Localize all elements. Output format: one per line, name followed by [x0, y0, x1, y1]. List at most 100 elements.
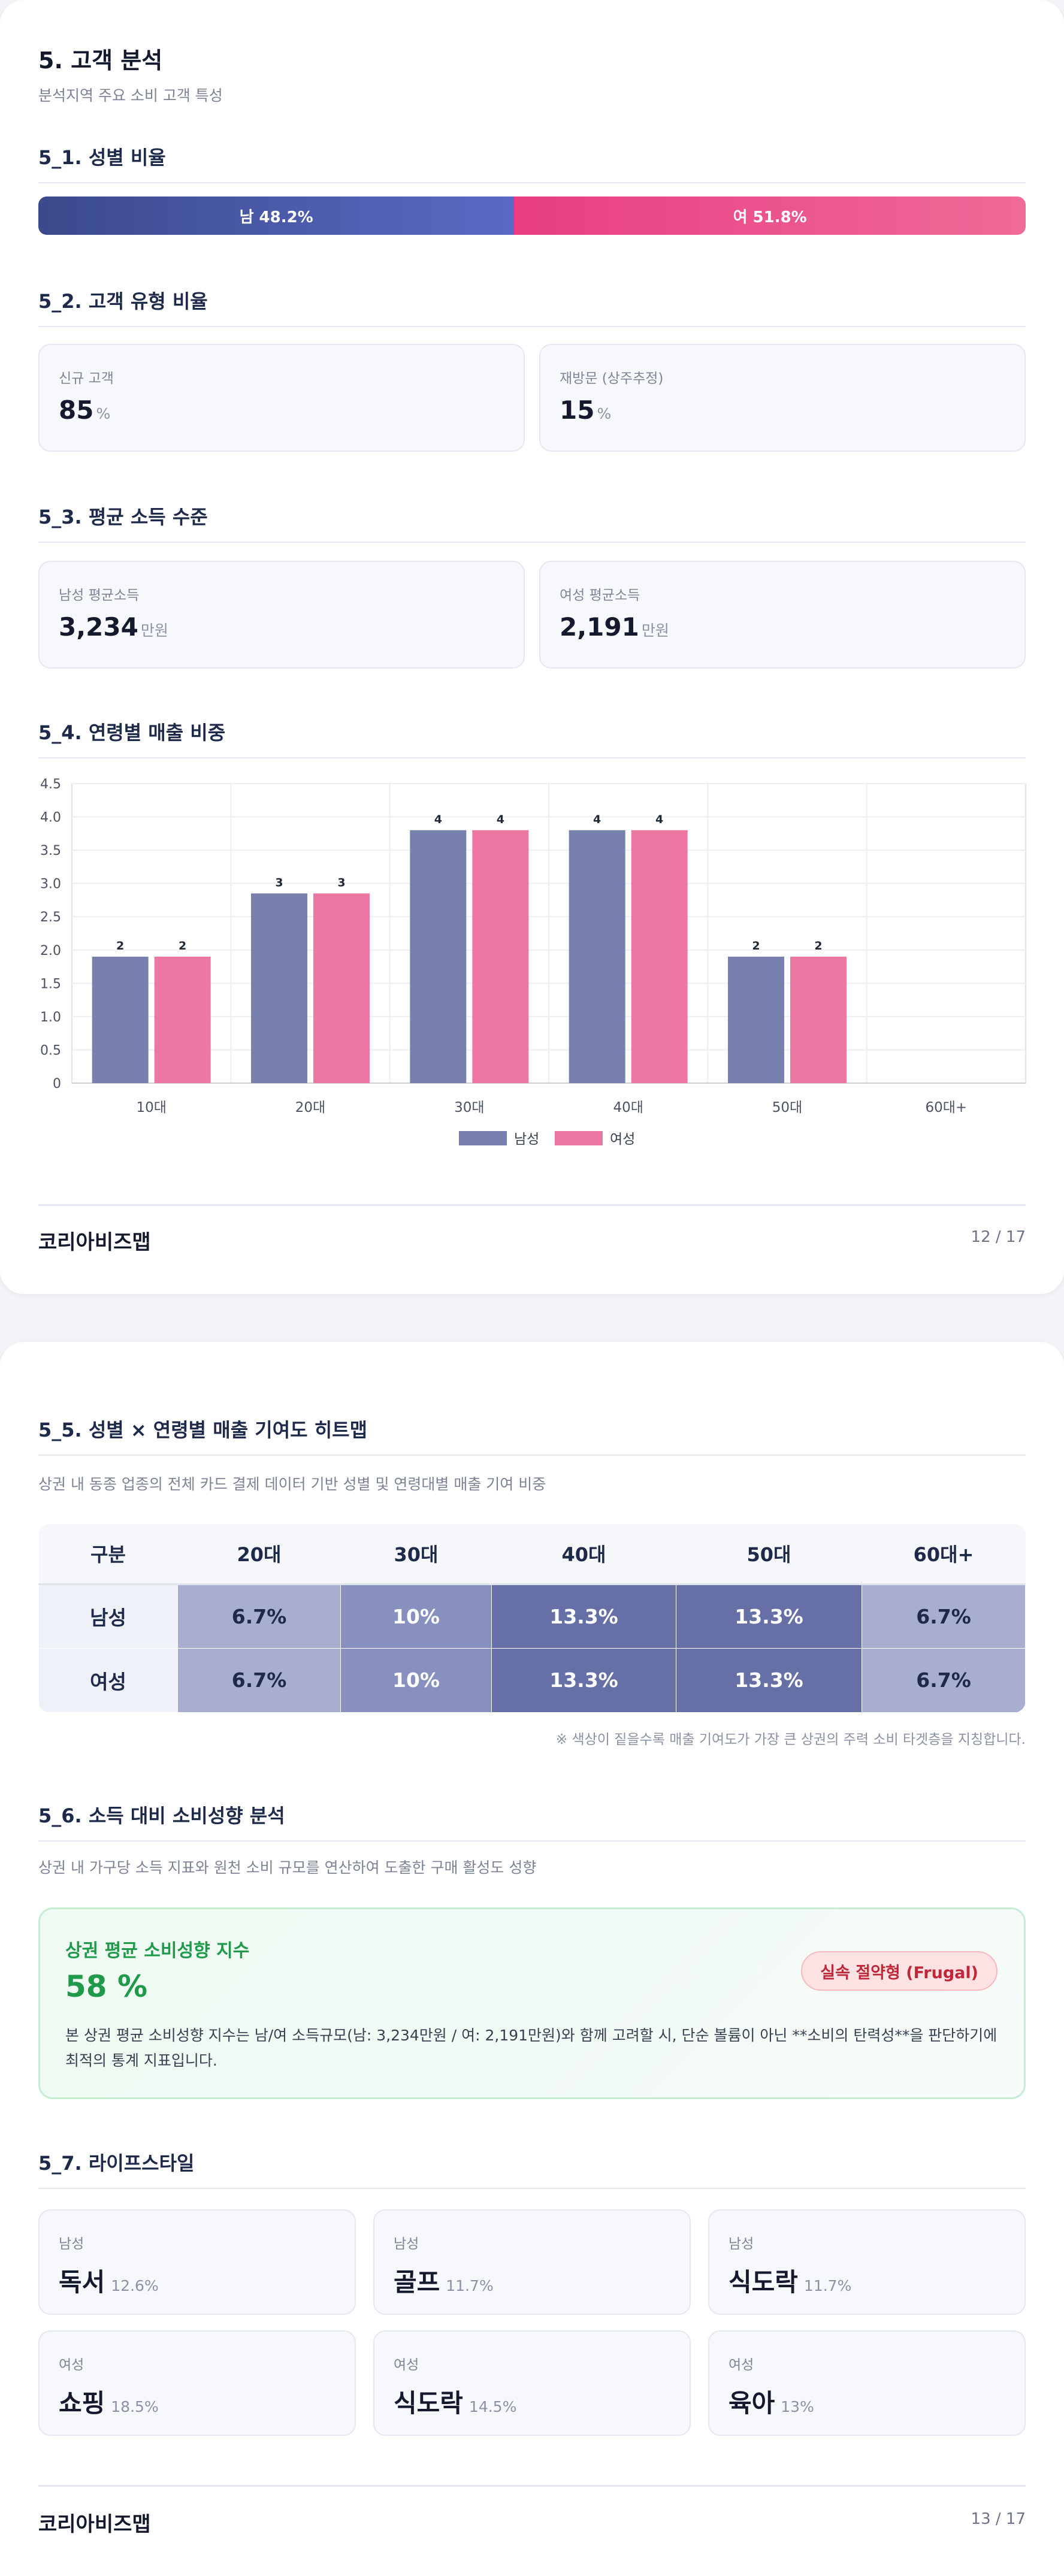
lifestyle-pct: 12.6%	[111, 2277, 159, 2294]
x-tick-label: 60대+	[925, 1100, 967, 1115]
lifestyle-pct: 18.5%	[111, 2398, 159, 2415]
section-heatmap-heading: 5_5. 성별 × 연령별 매출 기여도 히트맵	[38, 1415, 1026, 1456]
heatmap-row-header: 여성	[38, 1647, 178, 1713]
data-label: 3	[337, 876, 345, 889]
consumption-index-value: 58 %	[65, 1969, 148, 2004]
card-value: 2,191 만원	[560, 612, 669, 642]
male-income-card: 남성 평균소득 3,234 만원	[38, 561, 525, 669]
bar-male	[92, 956, 149, 1083]
female-ratio-segment: 여 51.8%	[514, 196, 1026, 235]
y-tick-label: 1.5	[40, 976, 61, 991]
heatmap-cell: 6.7%	[177, 1647, 341, 1713]
section-lifestyle-heading: 5_7. 라이프스타일	[38, 2148, 1026, 2189]
lifestyle-item: 독서 12.6%	[59, 2262, 159, 2299]
heatmap-col-header: 20대	[177, 1524, 341, 1585]
card-value: 85%	[59, 395, 111, 425]
bar-female	[472, 830, 529, 1083]
heatmap-cell: 13.3%	[491, 1583, 676, 1649]
section-customer-type-heading: 5_2. 고객 유형 비율	[38, 286, 1026, 327]
heatmap-cell: 13.3%	[491, 1647, 676, 1713]
bar-male	[569, 830, 625, 1083]
y-tick-label: 2.5	[40, 910, 61, 925]
heatmap-description: 상권 내 동종 업종의 전체 카드 결제 데이터 기반 성별 및 연령대별 매출…	[38, 1476, 546, 1493]
lifestyle-card: 여성 육아 13%	[708, 2330, 1026, 2436]
y-tick-label: 1.0	[40, 1010, 61, 1025]
card-value: 3,234 만원	[59, 612, 168, 642]
lifestyle-item: 골프 11.7%	[394, 2262, 494, 2299]
consumption-type-badge: 실속 절약형 (Frugal)	[801, 1951, 998, 1991]
lifestyle-item: 쇼핑 18.5%	[59, 2383, 159, 2420]
revisit-customer-card: 재방문 (상주추정) 15%	[539, 344, 1026, 452]
card-label: 여성 평균소득	[560, 588, 640, 603]
page-subtitle: 분석지역 주요 소비 고객 특성	[38, 87, 223, 104]
lifestyle-gender: 여성	[59, 2357, 84, 2373]
legend-label: 여성	[610, 1132, 635, 1147]
legend-swatch	[555, 1131, 603, 1145]
consumption-index-title: 상권 평균 소비성향 지수	[65, 1940, 250, 1961]
y-tick-label: 3.5	[40, 843, 61, 858]
card-label: 남성 평균소득	[59, 588, 140, 603]
age-sales-bar-chart: 0 0.5 1.0 1.5 2.0 2.5 3.0 3.5 4.0 4.5 2 2 10대 3 3 20대 4 4…	[40, 777, 1026, 1147]
bar-male	[410, 830, 467, 1083]
y-tick-label: 3.0	[40, 877, 61, 892]
card-label: 신규 고객	[59, 371, 114, 386]
consumption-index-body: 본 상권 평균 소비성향 지수는 남/여 소득규모(남: 3,234만원 / 여…	[65, 2027, 998, 2069]
lifestyle-card: 여성 식도락 14.5%	[373, 2330, 691, 2436]
section-consumption-heading: 5_6. 소득 대비 소비성향 분석	[38, 1801, 1026, 1842]
consumption-index-box: 상권 평균 소비성향 지수 58 % 실속 절약형 (Frugal) 본 상권 …	[38, 1907, 1026, 2099]
lifestyle-pct: 11.7%	[803, 2277, 852, 2294]
x-tick-label: 40대	[613, 1100, 643, 1115]
x-tick-label: 20대	[295, 1100, 325, 1115]
legend-label: 남성	[514, 1132, 539, 1147]
footer-brand: 코리아비즈맵	[38, 2512, 151, 2536]
lifestyle-item: 육아 13%	[729, 2383, 814, 2420]
legend-swatch	[459, 1131, 507, 1145]
lifestyle-gender: 여성	[729, 2357, 754, 2373]
data-label: 2	[814, 939, 822, 953]
section-gender-heading: 5_1. 성별 비율	[38, 143, 1026, 183]
gender-ratio-bar: 남 48.2% 여 51.8%	[38, 196, 1026, 235]
lifestyle-item: 식도락 14.5%	[394, 2383, 516, 2420]
y-tick-label: 0	[53, 1077, 61, 1092]
bar-female	[631, 830, 688, 1083]
heatmap-col-header: 구분	[38, 1524, 178, 1585]
data-label: 2	[116, 939, 124, 953]
lifestyle-name: 쇼핑	[59, 2388, 105, 2418]
heatmap-cell: 10%	[340, 1583, 492, 1649]
heatmap-col-header: 30대	[340, 1524, 492, 1585]
page-title: 5. 고객 분석	[38, 47, 163, 74]
lifestyle-name: 식도락	[729, 2267, 798, 2297]
bar-male	[728, 956, 784, 1083]
lifestyle-pct: 13%	[781, 2398, 814, 2415]
female-income-card: 여성 평균소득 2,191 만원	[539, 561, 1026, 669]
footer-page-number: 12 / 17	[971, 1228, 1026, 1246]
card-label: 재방문 (상주추정)	[560, 371, 664, 386]
heatmap-note: ※ 색상이 짙을수록 매출 기여도가 가장 큰 상권의 주력 소비 타겟층을 지…	[555, 1732, 1026, 1747]
heatmap-cell: 13.3%	[676, 1647, 862, 1713]
report-page-12: 5. 고객 분석 분석지역 주요 소비 고객 특성 5_1. 성별 비율 남 4…	[0, 0, 1064, 1294]
heatmap-header-row: 구분 20대 30대 40대 50대 60대+	[38, 1524, 1026, 1585]
heatmap-cell: 6.7%	[177, 1583, 341, 1649]
lifestyle-gender: 남성	[59, 2236, 84, 2252]
data-label: 2	[752, 939, 760, 953]
lifestyle-gender: 남성	[729, 2236, 754, 2252]
heatmap-cell: 10%	[340, 1647, 492, 1713]
bar-female	[313, 893, 370, 1083]
lifestyle-name: 골프	[394, 2267, 440, 2297]
lifestyle-gender: 여성	[394, 2357, 419, 2373]
lifestyle-pct: 11.7%	[446, 2277, 494, 2294]
lifestyle-pct: 14.5%	[468, 2398, 517, 2415]
heatmap-col-header: 60대+	[862, 1524, 1026, 1585]
heatmap-cell: 13.3%	[676, 1583, 862, 1649]
lifestyle-card: 여성 쇼핑 18.5%	[38, 2330, 356, 2436]
y-tick-label: 4.0	[40, 811, 61, 826]
footer-brand: 코리아비즈맵	[38, 1230, 151, 1254]
data-label: 4	[434, 813, 442, 826]
footer-divider	[38, 2485, 1026, 2487]
data-label: 3	[275, 876, 283, 889]
male-ratio-segment: 남 48.2%	[38, 196, 515, 235]
heatmap-col-header: 40대	[491, 1524, 676, 1585]
x-tick-label: 50대	[772, 1100, 802, 1115]
consumption-description: 상권 내 가구당 소득 지표와 원천 소비 규모를 연산하여 도출한 구매 활성…	[38, 1859, 537, 1876]
heatmap-col-header: 50대	[676, 1524, 862, 1585]
